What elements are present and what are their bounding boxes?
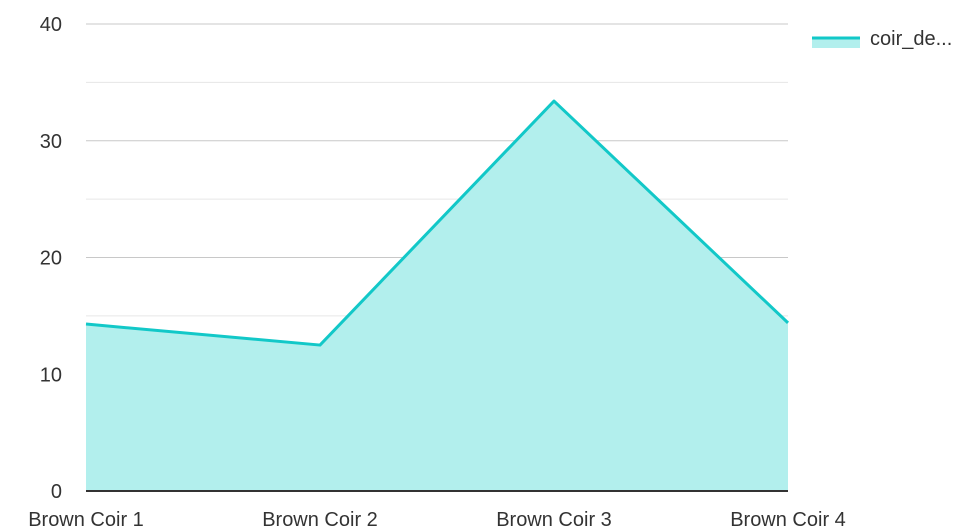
x-tick-label: Brown Coir 3: [496, 509, 612, 531]
x-tick-label: Brown Coir 2: [262, 509, 378, 531]
y-tick-label: 10: [40, 364, 62, 386]
legend-label: coir_de...: [870, 28, 952, 50]
y-tick-label: 40: [40, 14, 62, 36]
legend[interactable]: coir_de...: [812, 28, 952, 50]
series-area-fill: [86, 101, 788, 492]
y-tick-label: 0: [51, 481, 62, 503]
x-tick-label: Brown Coir 1: [28, 509, 144, 531]
series-line: [85, 99, 790, 347]
y-tick-label: 20: [40, 248, 62, 270]
legend-swatch-fill: [812, 38, 860, 48]
x-tick-label: Brown Coir 4: [730, 509, 846, 531]
y-tick-label: 30: [40, 131, 62, 153]
y-axis-ticks: 0 10 20 30 40: [40, 14, 62, 503]
x-axis-ticks: Brown Coir 1 Brown Coir 2 Brown Coir 3 Brow…: [28, 509, 846, 531]
